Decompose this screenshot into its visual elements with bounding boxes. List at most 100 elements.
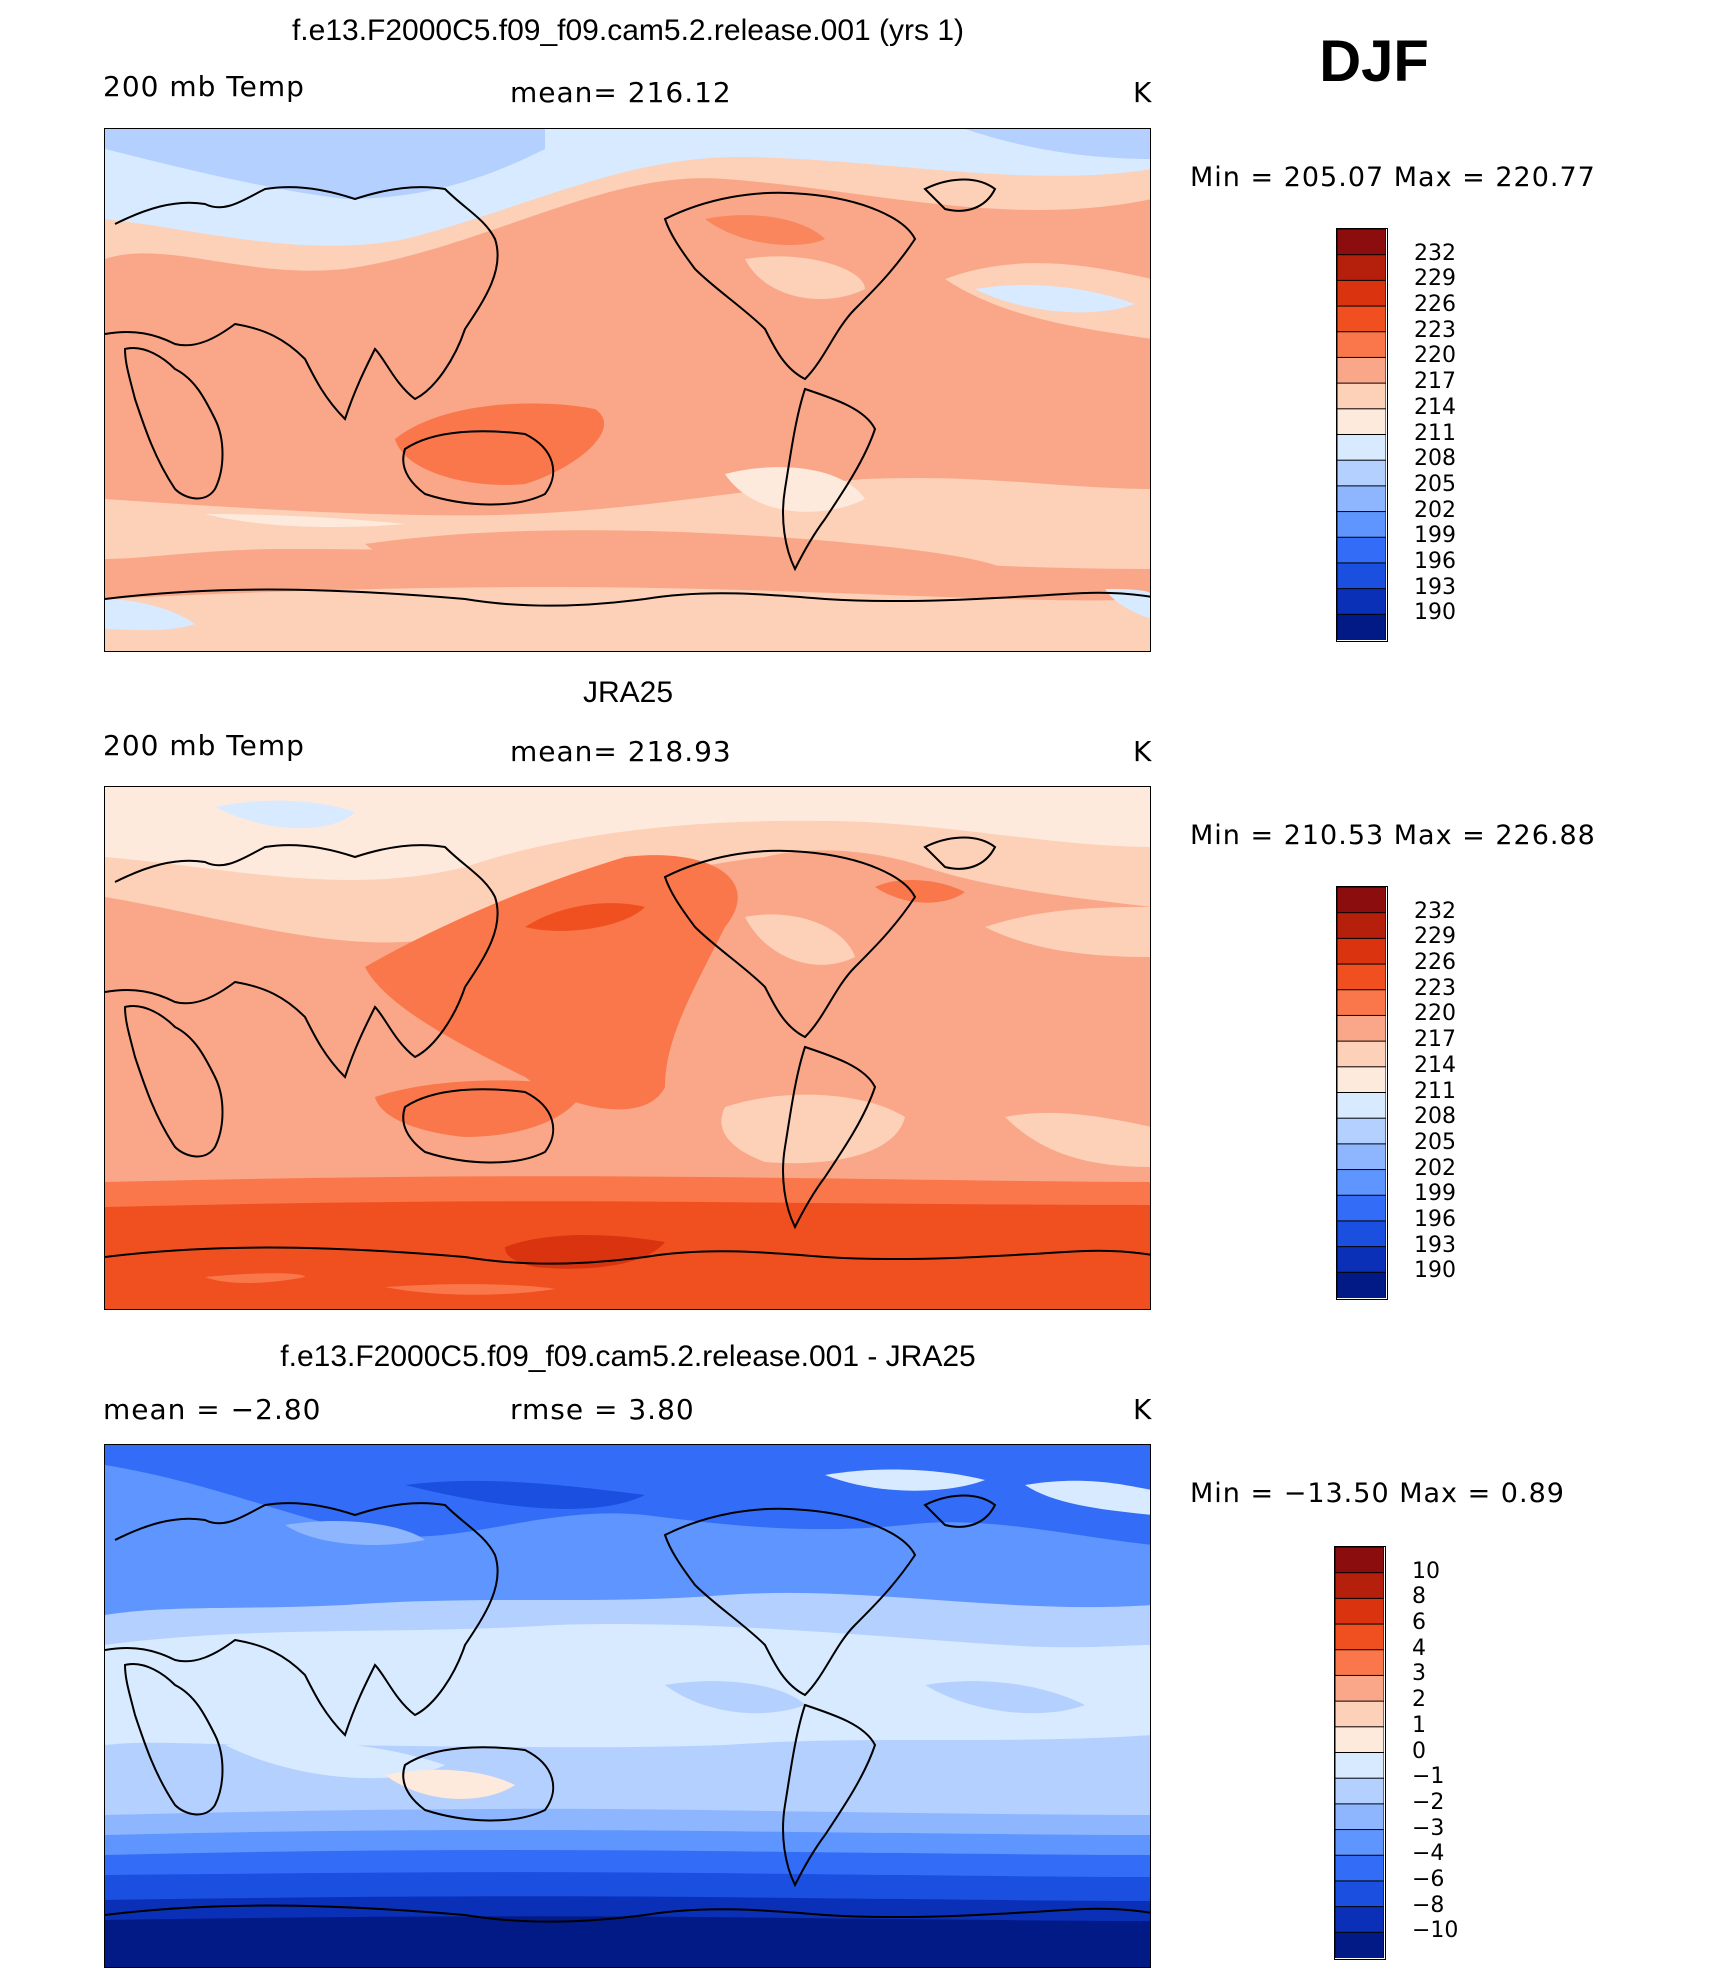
colorbar-swatch — [1337, 279, 1386, 308]
colorbar-tick-label: 229 — [1414, 266, 1456, 292]
panel3-map — [104, 1444, 1151, 1968]
panel2-map — [104, 786, 1151, 1310]
colorbar-swatch — [1337, 229, 1386, 256]
colorbar-tick-label: 199 — [1414, 1181, 1456, 1207]
colorbar-swatch — [1337, 254, 1386, 282]
panel2-variable-label: 200 mb Temp — [103, 729, 305, 762]
colorbar-tick-label: 211 — [1414, 1078, 1456, 1104]
panel2-mean-label: mean= 218.93 — [510, 735, 732, 768]
colorbar-tick-label: 217 — [1414, 1027, 1456, 1053]
colorbar-swatch — [1337, 434, 1386, 462]
colorbar-tick-label: 223 — [1414, 975, 1456, 1001]
colorbar-tick-label: 223 — [1414, 317, 1456, 343]
colorbar-tick-label: 205 — [1414, 1129, 1456, 1155]
colorbar-tick-label: 199 — [1414, 523, 1456, 549]
colorbar-swatch — [1337, 511, 1386, 539]
colorbar-tick-label: 196 — [1414, 548, 1456, 574]
colorbar-2 — [1336, 886, 1388, 1300]
colorbar-tick-label: 232 — [1414, 240, 1456, 266]
colorbar-swatch — [1337, 305, 1386, 333]
colorbar-swatch — [1337, 1271, 1386, 1298]
colorbar-swatch — [1335, 1880, 1384, 1908]
colorbar-swatch — [1337, 1246, 1386, 1274]
colorbar-swatch — [1337, 1040, 1386, 1068]
panel2-minmax: Min = 210.53 Max = 226.88 — [1190, 820, 1596, 851]
panel3-rmse-label: rmse = 3.80 — [510, 1393, 695, 1426]
colorbar-swatch — [1335, 1829, 1384, 1857]
colorbar-swatch — [1337, 1220, 1386, 1248]
colorbar-swatch — [1335, 1854, 1384, 1882]
colorbar-tick-label: 229 — [1414, 924, 1456, 950]
colorbar-swatch — [1335, 1547, 1384, 1574]
panel3-mean-label: mean = −2.80 — [103, 1393, 322, 1426]
colorbar-swatch — [1337, 1143, 1386, 1171]
colorbar-swatch — [1335, 1752, 1384, 1780]
colorbar-tick-label: 196 — [1414, 1206, 1456, 1232]
colorbar-swatch — [1335, 1572, 1384, 1600]
colorbar-swatch — [1337, 1194, 1386, 1222]
colorbar-tick-label: 2 — [1412, 1687, 1426, 1713]
colorbar-tick-label: −2 — [1412, 1789, 1445, 1815]
panel3-contour-field — [105, 1445, 1150, 1967]
colorbar-tick-label: 202 — [1414, 497, 1456, 523]
colorbar-tick-label: −6 — [1412, 1866, 1445, 1892]
colorbar-swatch — [1335, 1597, 1384, 1626]
panel3-title: f.e13.F2000C5.f09_f09.cam5.2.release.001… — [280, 1340, 976, 1373]
colorbar-tick-label: 226 — [1414, 292, 1456, 318]
colorbar-swatch — [1337, 912, 1386, 940]
colorbar-tick-label: 193 — [1414, 574, 1456, 600]
colorbar-tick-label: 205 — [1414, 471, 1456, 497]
colorbar-swatch — [1337, 613, 1386, 640]
colorbar-swatch — [1337, 1169, 1386, 1197]
colorbar-swatch — [1335, 1623, 1384, 1651]
colorbar-tick-label: 202 — [1414, 1155, 1456, 1181]
colorbar-tick-label: 3 — [1412, 1661, 1426, 1687]
colorbar-swatch — [1337, 1066, 1386, 1094]
colorbar-swatch — [1335, 1700, 1384, 1728]
colorbar-tick-label: 232 — [1414, 898, 1456, 924]
colorbar-tick-label: 0 — [1412, 1738, 1426, 1764]
colorbar-3-swatches — [1335, 1547, 1384, 1958]
panel1-variable-label: 200 mb Temp — [103, 70, 305, 103]
colorbar-swatch — [1335, 1906, 1384, 1934]
colorbar-tick-label: 10 — [1412, 1558, 1440, 1584]
colorbar-tick-label: −3 — [1412, 1815, 1445, 1841]
colorbar-tick-label: 217 — [1414, 369, 1456, 395]
colorbar-tick-label: 1 — [1412, 1712, 1426, 1738]
colorbar-tick-label: 214 — [1414, 1052, 1456, 1078]
colorbar-2-swatches — [1337, 887, 1386, 1298]
colorbar-tick-label: 8 — [1412, 1584, 1426, 1610]
colorbar-tick-label: 190 — [1414, 600, 1456, 626]
colorbar-tick-label: −10 — [1412, 1918, 1459, 1944]
colorbar-tick-label: 220 — [1414, 343, 1456, 369]
colorbar-tick-label: 211 — [1414, 420, 1456, 446]
colorbar-swatch — [1335, 1726, 1384, 1754]
colorbar-3 — [1334, 1546, 1386, 1960]
colorbar-tick-label: 4 — [1412, 1635, 1426, 1661]
panel2-units-label: K — [1133, 735, 1153, 768]
season-label: DJF — [1319, 29, 1429, 94]
colorbar-1-swatches — [1337, 229, 1386, 640]
colorbar-3-ticks: 10 8 6 4 3 2 1 0 −1 −2 −3 −4 −6 −8 −10 — [1412, 1546, 1532, 1960]
panel1-units-label: K — [1133, 76, 1153, 109]
panel1-map — [104, 128, 1151, 652]
colorbar-swatch — [1335, 1777, 1384, 1805]
colorbar-1-ticks: 232 229 226 223 220 217 214 211 208 205 202 199 196 1… — [1414, 228, 1534, 642]
colorbar-tick-label: 190 — [1414, 1258, 1456, 1284]
colorbar-swatch — [1337, 989, 1386, 1017]
colorbar-swatch — [1337, 1092, 1386, 1120]
colorbar-2-ticks: 232 229 226 223 220 217 214 211 208 205 202 199 196 1… — [1414, 886, 1534, 1300]
colorbar-tick-label: −8 — [1412, 1892, 1445, 1918]
colorbar-tick-label: 220 — [1414, 1001, 1456, 1027]
colorbar-swatch — [1337, 588, 1386, 616]
colorbar-tick-label: −1 — [1412, 1764, 1445, 1790]
colorbar-swatch — [1337, 331, 1386, 359]
panel1-contour-field — [105, 129, 1150, 651]
panel1-title: f.e13.F2000C5.f09_f09.cam5.2.release.001… — [291, 14, 965, 47]
panel3-units-label: K — [1133, 1393, 1153, 1426]
panel1-mean-label: mean= 216.12 — [510, 76, 732, 109]
colorbar-tick-label: 214 — [1414, 394, 1456, 420]
colorbar-tick-label: −4 — [1412, 1841, 1445, 1867]
colorbar-tick-label: 193 — [1414, 1232, 1456, 1258]
colorbar-tick-label: 208 — [1414, 1104, 1456, 1130]
